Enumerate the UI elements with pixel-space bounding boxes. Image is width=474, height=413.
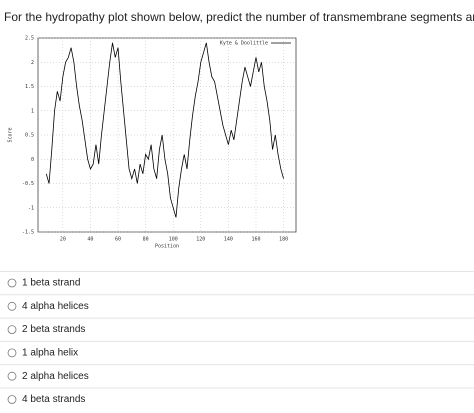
radio-button[interactable] (7, 278, 17, 288)
y-tick-label: 2.5 (25, 36, 34, 42)
option-label[interactable]: 2 alpha helices (22, 371, 89, 382)
y-tick-label: -1.5 (22, 230, 34, 236)
y-axis-label: Score (8, 127, 14, 142)
y-tick-label: 0.5 (25, 133, 34, 139)
x-axis-label: Position (155, 244, 179, 250)
x-tick-label: 80 (143, 237, 149, 243)
x-tick-label: 100 (169, 237, 178, 243)
radio-button[interactable] (7, 325, 17, 335)
x-tick-label: 140 (224, 237, 233, 243)
radio-button[interactable] (7, 301, 17, 311)
x-tick-label: 40 (87, 237, 93, 243)
y-tick-label: 1 (31, 108, 34, 114)
y-tick-label: 1.5 (25, 84, 34, 90)
option-label[interactable]: 1 alpha helix (22, 348, 78, 359)
legend-label: Kyte & Doolittle (220, 41, 268, 47)
y-tick-label: 0 (31, 157, 34, 163)
y-tick-label: -0.5 (22, 181, 34, 187)
question: For the hydropathy plot shown below, pre… (4, 10, 474, 24)
radio-button[interactable] (7, 395, 17, 404)
radio-button[interactable] (7, 348, 17, 358)
option-label[interactable]: 4 alpha helices (22, 301, 89, 312)
x-tick-label: 180 (279, 237, 288, 243)
y-tick-label: -1 (28, 205, 34, 211)
x-tick-label: 20 (60, 237, 66, 243)
hydropathy-line (45, 42, 284, 218)
x-tick-label: 60 (115, 237, 121, 243)
x-tick-label: 160 (251, 237, 260, 243)
option-label[interactable]: 4 beta strands (22, 394, 85, 405)
option-label[interactable]: 1 beta strand (22, 278, 80, 289)
radio-button[interactable] (7, 371, 17, 381)
y-tick-label: 2 (31, 60, 34, 66)
option-label[interactable]: 2 beta strands (22, 324, 85, 335)
x-tick-label: 120 (196, 237, 205, 243)
